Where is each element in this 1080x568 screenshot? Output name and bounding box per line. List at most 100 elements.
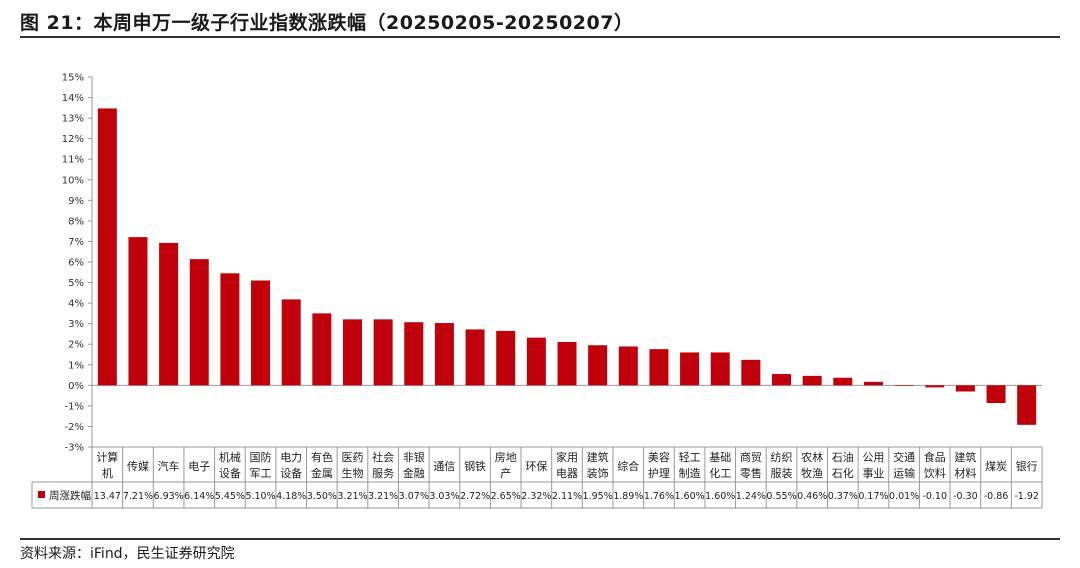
bar [434,323,454,386]
data-label: -1.92 [1014,491,1039,502]
category-label: 基础 [709,451,731,464]
bar [772,374,792,386]
category-label: 服装 [771,467,793,480]
category-label: 钢铁 [464,460,486,473]
category-label: 石油 [832,450,854,464]
bar [404,322,424,386]
category-label: 产 [500,466,511,480]
source-note: 资料来源：iFind，民生证券研究院 [20,546,235,562]
category-label: 事业 [862,467,884,480]
category-label: 计算 [96,450,118,464]
category-label: 设备 [219,466,241,480]
y-tick-label: 8% [68,216,84,227]
category-label: 机械 [219,450,241,464]
category-label: 通信 [433,460,455,473]
bar [159,242,179,386]
category-label: 环保 [525,459,547,473]
data-label: 5.10% [245,491,275,502]
data-label: 2.65% [491,491,521,502]
category-label: 社会 [372,450,394,464]
legend-swatch [38,491,45,498]
category-label: 有色 [311,450,333,464]
bar [925,385,945,388]
y-tick-label: 1% [68,360,84,371]
category-label: 公用 [862,451,884,464]
y-tick-label: 10% [62,175,84,186]
category-label: 装饰 [587,466,609,480]
category-label: 美容 [648,450,670,464]
data-label: 7.21% [123,491,153,502]
data-label: -0.30 [953,491,978,502]
y-tick-label: 13% [62,114,84,125]
data-label: 1.24% [736,491,766,502]
category-label: 生物 [341,466,363,480]
bar [373,319,393,386]
data-label: 2.11% [552,491,582,502]
bar [189,259,209,386]
y-tick-label: 12% [62,134,84,145]
category-label: 食品 [924,450,946,464]
bar [128,237,148,386]
bar [312,313,332,386]
data-label: -0.10 [922,491,947,502]
y-tick-label: -1% [65,401,84,412]
bar [588,345,608,386]
category-label: 纺织 [771,450,793,464]
data-label: 1.60% [674,491,704,502]
category-label: 运输 [893,466,915,480]
bar [97,108,117,386]
data-label: 2.32% [521,491,551,502]
y-tick-label: -2% [65,422,84,433]
bar [496,330,516,386]
bar [741,359,761,386]
bar [710,352,730,386]
bar [557,341,577,386]
bar [863,381,883,386]
category-label: 设备 [280,466,302,480]
category-label: 石化 [832,466,854,480]
title-divider [20,36,1060,38]
category-label: 化工 [709,466,731,480]
data-label: 3.07% [399,491,429,502]
y-tick-label: 7% [68,237,84,248]
y-tick-label: 15% [62,73,84,84]
category-label: 综合 [617,459,639,473]
category-label: 非银 [403,450,425,464]
bar [802,375,822,386]
legend-label: 周涨跌幅 [49,489,91,502]
bar [894,385,914,386]
category-label: 医药 [341,451,363,464]
category-label: 农林 [801,450,823,464]
y-tick-label: 3% [68,319,84,330]
y-tick-label: 4% [68,299,84,310]
data-label: 6.14% [184,491,214,502]
bar [986,385,1006,404]
bar [342,319,362,386]
data-label: 0.55% [766,491,796,502]
category-label: 机 [102,466,113,480]
data-label: 1.76% [644,491,674,502]
category-label: 煤炭 [985,460,1007,473]
data-label: 0.37% [828,491,858,502]
data-label: 0.01% [889,491,919,502]
bar [1017,385,1037,425]
category-label: 建筑 [587,450,609,464]
data-label: 3.21% [337,491,367,502]
bar [251,280,271,386]
category-label: 金融 [403,466,425,480]
bar [833,377,853,386]
bar [220,273,240,386]
footer-divider [20,538,1060,540]
data-label: 1.89% [613,491,643,502]
data-label: 1.60% [705,491,735,502]
category-label: 家用 [556,450,578,464]
y-tick-label: 2% [68,340,84,351]
y-tick-label: 5% [68,278,84,289]
bar [955,385,975,392]
bar [465,329,485,386]
category-label: 房地 [495,451,517,464]
data-label: 3.50% [307,491,337,502]
y-tick-label: 14% [62,93,84,104]
y-tick-label: 9% [68,196,84,207]
data-label: -0.86 [984,491,1009,502]
